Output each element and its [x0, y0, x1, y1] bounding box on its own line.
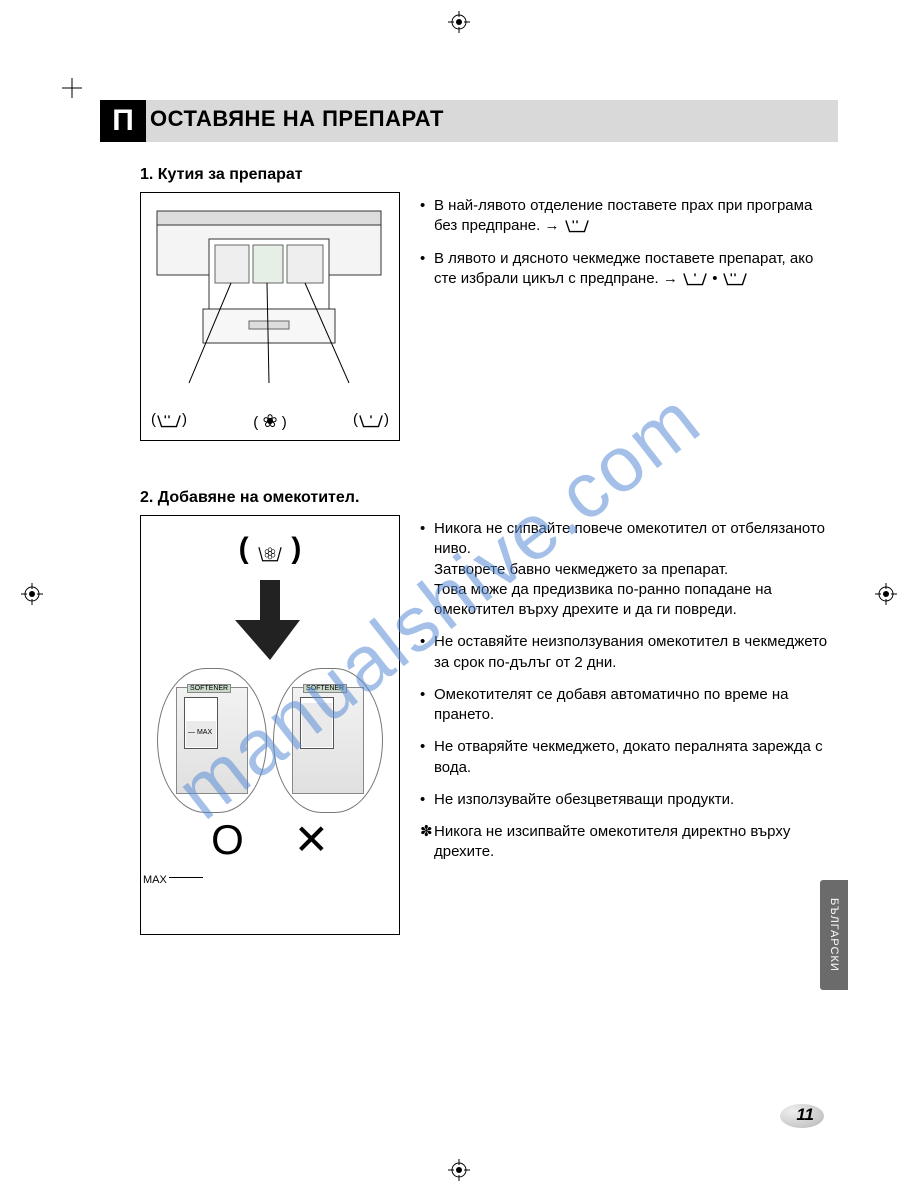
bullet-item: В най-лявото отделение поставете прах пр…: [420, 196, 838, 237]
bullet-text: Не оставяйте неизползувания омекотител в…: [434, 633, 827, 670]
bullet-text: Никога не сипвайте повече омекотител от …: [434, 520, 825, 618]
softener-panels: SOFTENER — MAX SOFTENER: [149, 668, 391, 813]
bullet-item: Не отваряйте чекмеджето, докато пералнят…: [420, 737, 838, 778]
result-marks: O ✕: [149, 819, 391, 861]
figure-detergent-drawer: () ( ❀ ) (): [140, 192, 400, 441]
label-softener-icon: ( ❀ ): [253, 411, 286, 432]
max-mark: — MAX: [188, 729, 212, 736]
page-number: 11: [774, 1100, 824, 1128]
correct-mark-icon: O: [211, 819, 244, 861]
panel-correct: SOFTENER — MAX: [157, 668, 267, 813]
leader-line: [169, 877, 203, 878]
registration-mark-icon: [447, 10, 471, 34]
bullet-text: В лявото и дясното чекмедже поставете пр…: [434, 250, 813, 287]
note-marker: ✽: [420, 822, 433, 842]
softener-symbol: ( ): [149, 532, 391, 570]
section1-title: 1. Кутия за препарат: [140, 166, 838, 184]
bullet-item: Не използувайте обезцветяващи продукти.: [420, 790, 838, 810]
label-prewash-icon: (): [151, 411, 187, 432]
wash-icon: [722, 269, 748, 289]
heading-dropcap: П: [100, 100, 146, 142]
note-line: ✽ Никога не изсипвайте омекотителя дирек…: [420, 822, 838, 863]
wash-icon: [564, 216, 590, 236]
drawer-illustration: [149, 203, 389, 403]
section-heading: П ОСТАВЯНЕ НА ПРЕПАРАТ: [100, 100, 838, 142]
label-mainwash-icon: (): [353, 411, 389, 432]
registration-mark-icon: [447, 1158, 471, 1182]
note-text: Никога не изсипвайте омекотителя директн…: [434, 823, 790, 860]
section2-bullets: Никога не сипвайте повече омекотител от …: [420, 515, 838, 935]
wrong-mark-icon: ✕: [294, 819, 329, 861]
language-tab: БЪЛГАРСКИ: [820, 880, 848, 990]
max-label: MAX: [143, 874, 167, 886]
crop-mark-icon: [60, 76, 84, 100]
section2-title: 2. Добавяне на омекотител.: [140, 489, 838, 507]
registration-mark-icon: [20, 582, 44, 606]
bullet-item: В лявото и дясното чекмедже поставете пр…: [420, 249, 838, 290]
registration-mark-icon: [874, 582, 898, 606]
down-arrow-icon: [235, 580, 305, 660]
bullet-text: Не отваряйте чекмеджето, докато пералнят…: [434, 738, 823, 775]
section2-row: ( ) SOFTENER — MAX SOFTENER: [140, 515, 838, 935]
section1-row: () ( ❀ ) () В най-лявото отделение поста…: [140, 192, 838, 441]
section1-bullets: В най-лявото отделение поставете прах пр…: [420, 192, 838, 441]
softener-tag: SOFTENER: [187, 684, 231, 693]
page-content: П ОСТАВЯНЕ НА ПРЕПАРАТ 1. Кутия за препа…: [100, 100, 838, 1128]
bullet-item: Омекотителят се добавя автоматично по вр…: [420, 685, 838, 726]
softener-tag: SOFTENER: [303, 684, 347, 693]
wash-icon: [682, 269, 708, 289]
bullet-item: Не оставяйте неизползувания омекотител в…: [420, 632, 838, 673]
panel-wrong: SOFTENER: [273, 668, 383, 813]
page-number-text: 11: [796, 1105, 814, 1125]
figure1-labels: () ( ❀ ) (): [149, 407, 391, 432]
bullet-text: Омекотителят се добавя автоматично по вр…: [434, 686, 789, 723]
bullet-text: Не използувайте обезцветяващи продукти.: [434, 791, 734, 808]
figure-softener: ( ) SOFTENER — MAX SOFTENER: [140, 515, 400, 935]
heading-text: ОСТАВЯНЕ НА ПРЕПАРАТ: [146, 100, 838, 142]
bullet-text: В най-лявото отделение поставете прах пр…: [434, 197, 812, 234]
bullet-item: Никога не сипвайте повече омекотител от …: [420, 519, 838, 620]
